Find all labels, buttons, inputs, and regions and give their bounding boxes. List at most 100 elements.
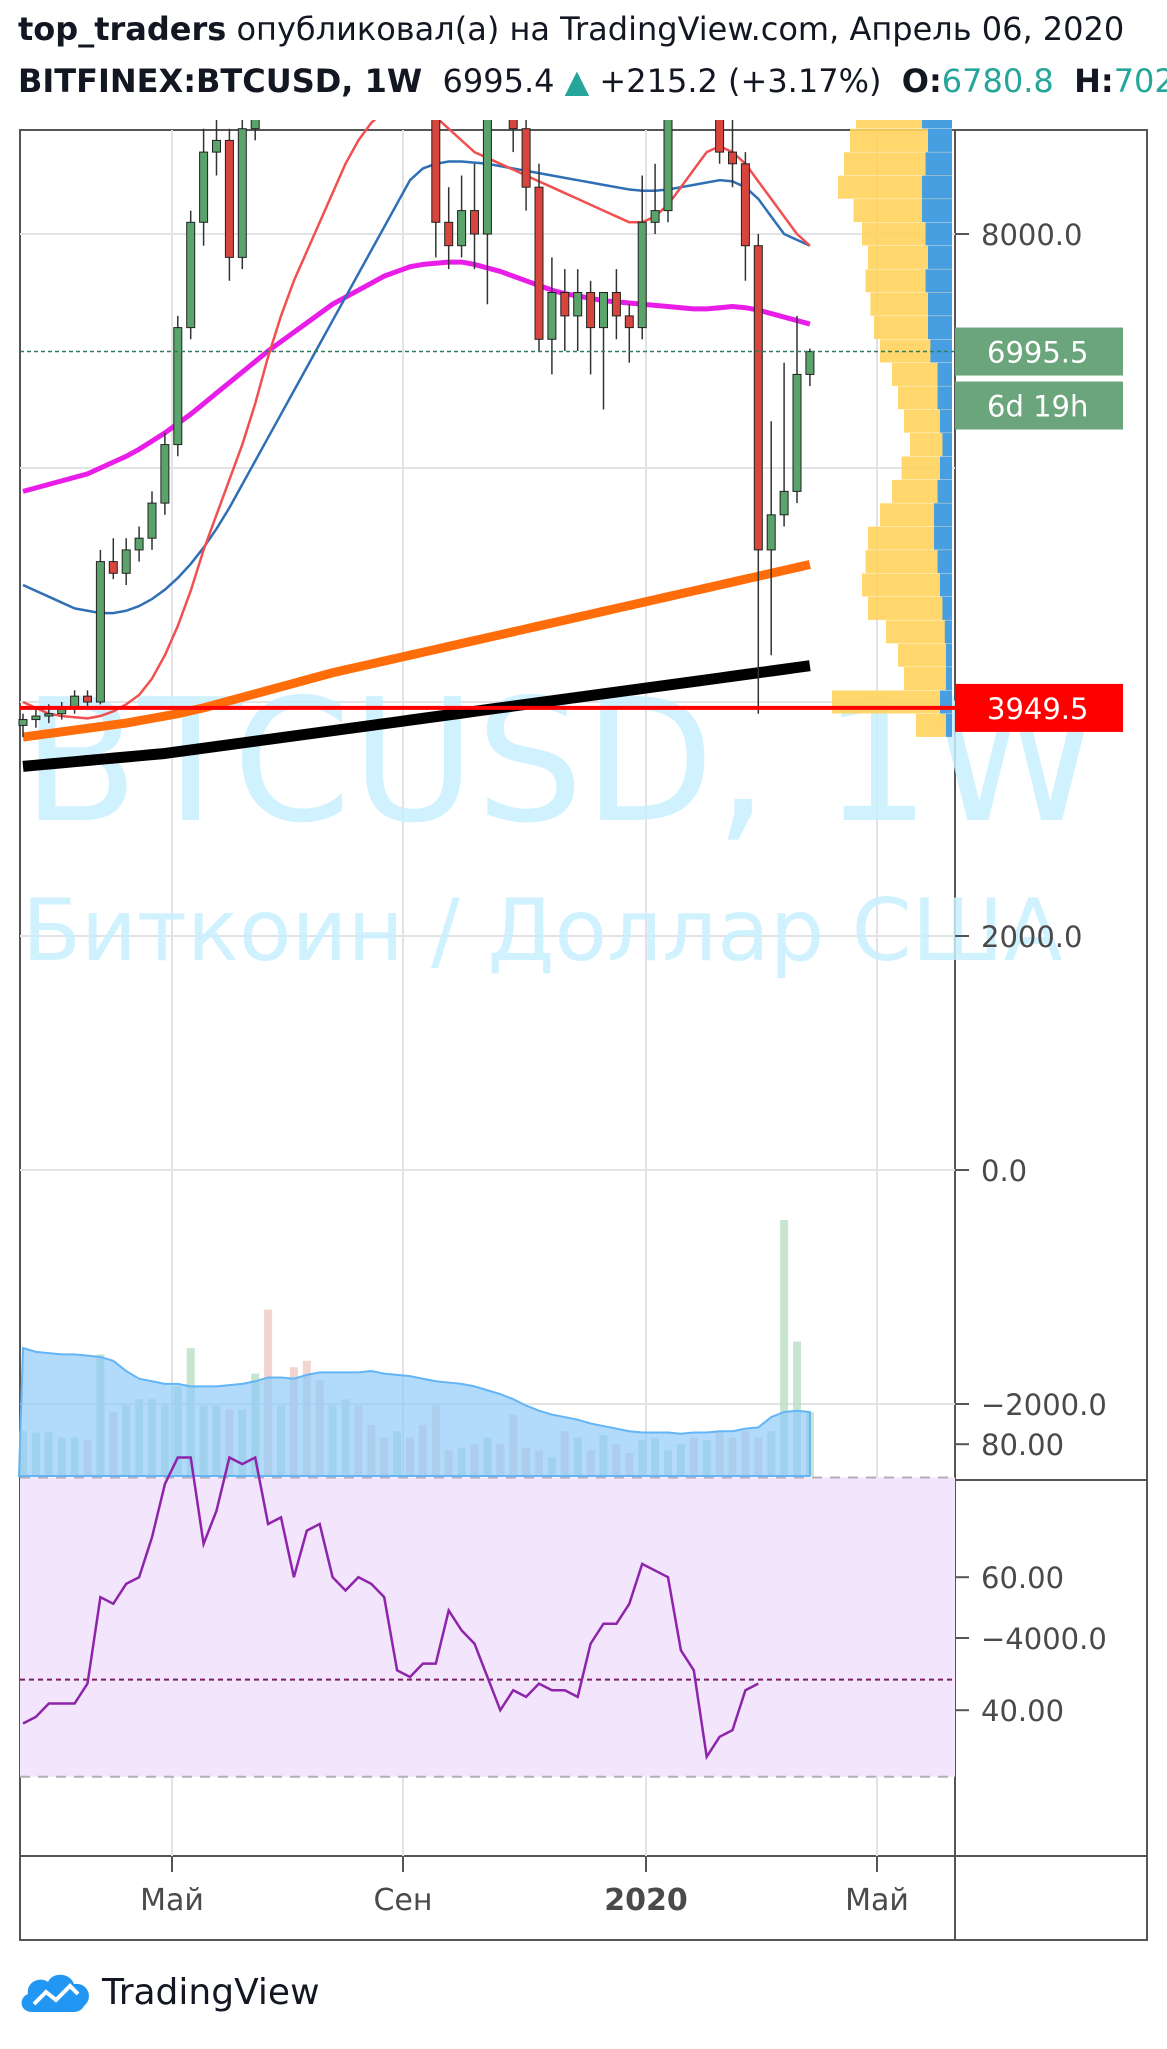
volume-profile-bar-inner [925, 269, 952, 293]
volume-profile-bar-inner [942, 596, 952, 620]
volume-profile-bar [856, 120, 952, 129]
candle-body [431, 120, 441, 223]
volume-profile-bar-inner [922, 199, 952, 223]
rsi-tick-label: 40.00 [981, 1694, 1064, 1728]
last-price-badge: 6995.5 [987, 336, 1088, 370]
candle-body [611, 292, 621, 317]
candle-body [521, 128, 531, 188]
volume-profile-bar-inner [940, 573, 952, 597]
volume-profile-bar [865, 550, 952, 574]
volume-bar [780, 1220, 789, 1476]
ma-blue-line [22, 160, 811, 615]
candle-body [199, 151, 209, 223]
candle-body [766, 514, 776, 551]
time-tick-label: 2020 [604, 1883, 688, 1918]
candle-body [470, 210, 479, 235]
candle-body [663, 120, 673, 212]
candle-body [637, 221, 647, 329]
countdown-badge-bg [955, 381, 1123, 430]
rsi-tick-label: 80.00 [981, 1428, 1064, 1462]
last-price-badge-bg [955, 327, 1123, 376]
author-name[interactable]: top_traders [18, 10, 227, 48]
volume-profile-bar [901, 456, 952, 480]
volume-profile-bar-inner [928, 128, 952, 152]
volume-profile-bar [898, 643, 952, 667]
candle-body [779, 490, 789, 516]
candle-body [599, 292, 608, 329]
volume-profile-bar [886, 620, 952, 644]
countdown-badge: 6d 19h [987, 390, 1088, 424]
candle-body [650, 210, 660, 223]
volume-profile-bar-inner [928, 316, 952, 340]
volume-profile-bar-inner [946, 643, 952, 667]
volume-profile-bar [844, 152, 952, 176]
candle-body [83, 695, 92, 703]
candle-body [95, 561, 105, 703]
volume-profile-bar-inner [922, 175, 952, 199]
open-label: O: [901, 62, 942, 100]
published-text: опубликовал(а) на TradingView.com, Апрел… [226, 10, 1125, 48]
volume-ma-area [17, 1346, 811, 1477]
support-price-badge: 3949.5 [987, 692, 1088, 726]
candle-body [212, 139, 221, 153]
rsi-band [20, 1477, 955, 1777]
volume-profile-bar [910, 433, 952, 457]
volume-profile-bar-inner [937, 479, 952, 503]
volume-profile-bar [868, 596, 952, 620]
candle-body [457, 210, 467, 247]
rsi-line [22, 1455, 759, 1761]
volume-profile-bar-inner [934, 526, 952, 550]
watermark-description: Биткоин / Доллар США [22, 881, 1063, 981]
volume-profile-bar-inner [937, 386, 952, 410]
candle-body [108, 561, 118, 574]
volume-profile-bar-inner [922, 120, 952, 129]
rsi-tick-label: 60.00 [981, 1561, 1064, 1595]
candle-body [147, 502, 157, 539]
volume-profile-bar-inner [925, 152, 952, 176]
volume-profile-bar-inner [934, 503, 952, 527]
candle-body [44, 713, 54, 717]
volume-profile-bar-inner [937, 362, 952, 386]
candle-body [134, 537, 144, 551]
price-tick-label: −2000.0 [981, 1388, 1107, 1422]
candle-body [173, 327, 183, 446]
volume-profile-bar [850, 128, 952, 152]
candle-body [728, 151, 737, 165]
candle-body [534, 186, 544, 340]
candle-body [237, 128, 247, 258]
candle-body [792, 373, 802, 492]
volume-bar [793, 1341, 801, 1476]
ma-orange-line [22, 560, 811, 742]
candle-body [573, 292, 583, 317]
high-value: 7020 [1113, 62, 1167, 100]
candle-body [805, 351, 815, 375]
chart-frame [19, 129, 1148, 1941]
candle-body [482, 120, 492, 235]
candle-body [31, 715, 41, 721]
up-arrow-icon: ▲ [564, 62, 590, 100]
volume-profile-bar-inner [946, 713, 952, 737]
price-tick-label: −4000.0 [981, 1622, 1107, 1656]
volume-profile-bar [868, 526, 952, 550]
time-tick-label: Май [140, 1883, 204, 1918]
candle-body [560, 292, 570, 317]
publish-header: top_traders опубликовал(а) на TradingVie… [18, 10, 1124, 48]
brand-name: TradingView [102, 1971, 320, 2013]
candle-body [186, 221, 196, 329]
last-price: 6995.4 [442, 62, 555, 100]
volume-profile-bar-inner [946, 667, 952, 691]
candle-body [547, 292, 557, 340]
volume-profile-bar-inner [940, 690, 952, 714]
volume-profile-bar [916, 713, 952, 737]
volume-profile-bar [862, 573, 952, 597]
volume-profile-bar-inner [940, 456, 952, 480]
time-tick-label: Май [845, 1883, 909, 1918]
candle-body [508, 120, 518, 130]
time-tick-label: Сен [373, 1883, 432, 1918]
price-tick-label: 8000.0 [981, 218, 1082, 252]
volume-profile-bar [904, 667, 952, 691]
symbol-header: BITFINEX:BTCUSD, 1W 6995.4 ▲ +215.2 (+3.… [18, 62, 1167, 100]
tradingview-brand[interactable]: TradingView [18, 1968, 320, 2016]
ma-red-line [22, 120, 811, 720]
